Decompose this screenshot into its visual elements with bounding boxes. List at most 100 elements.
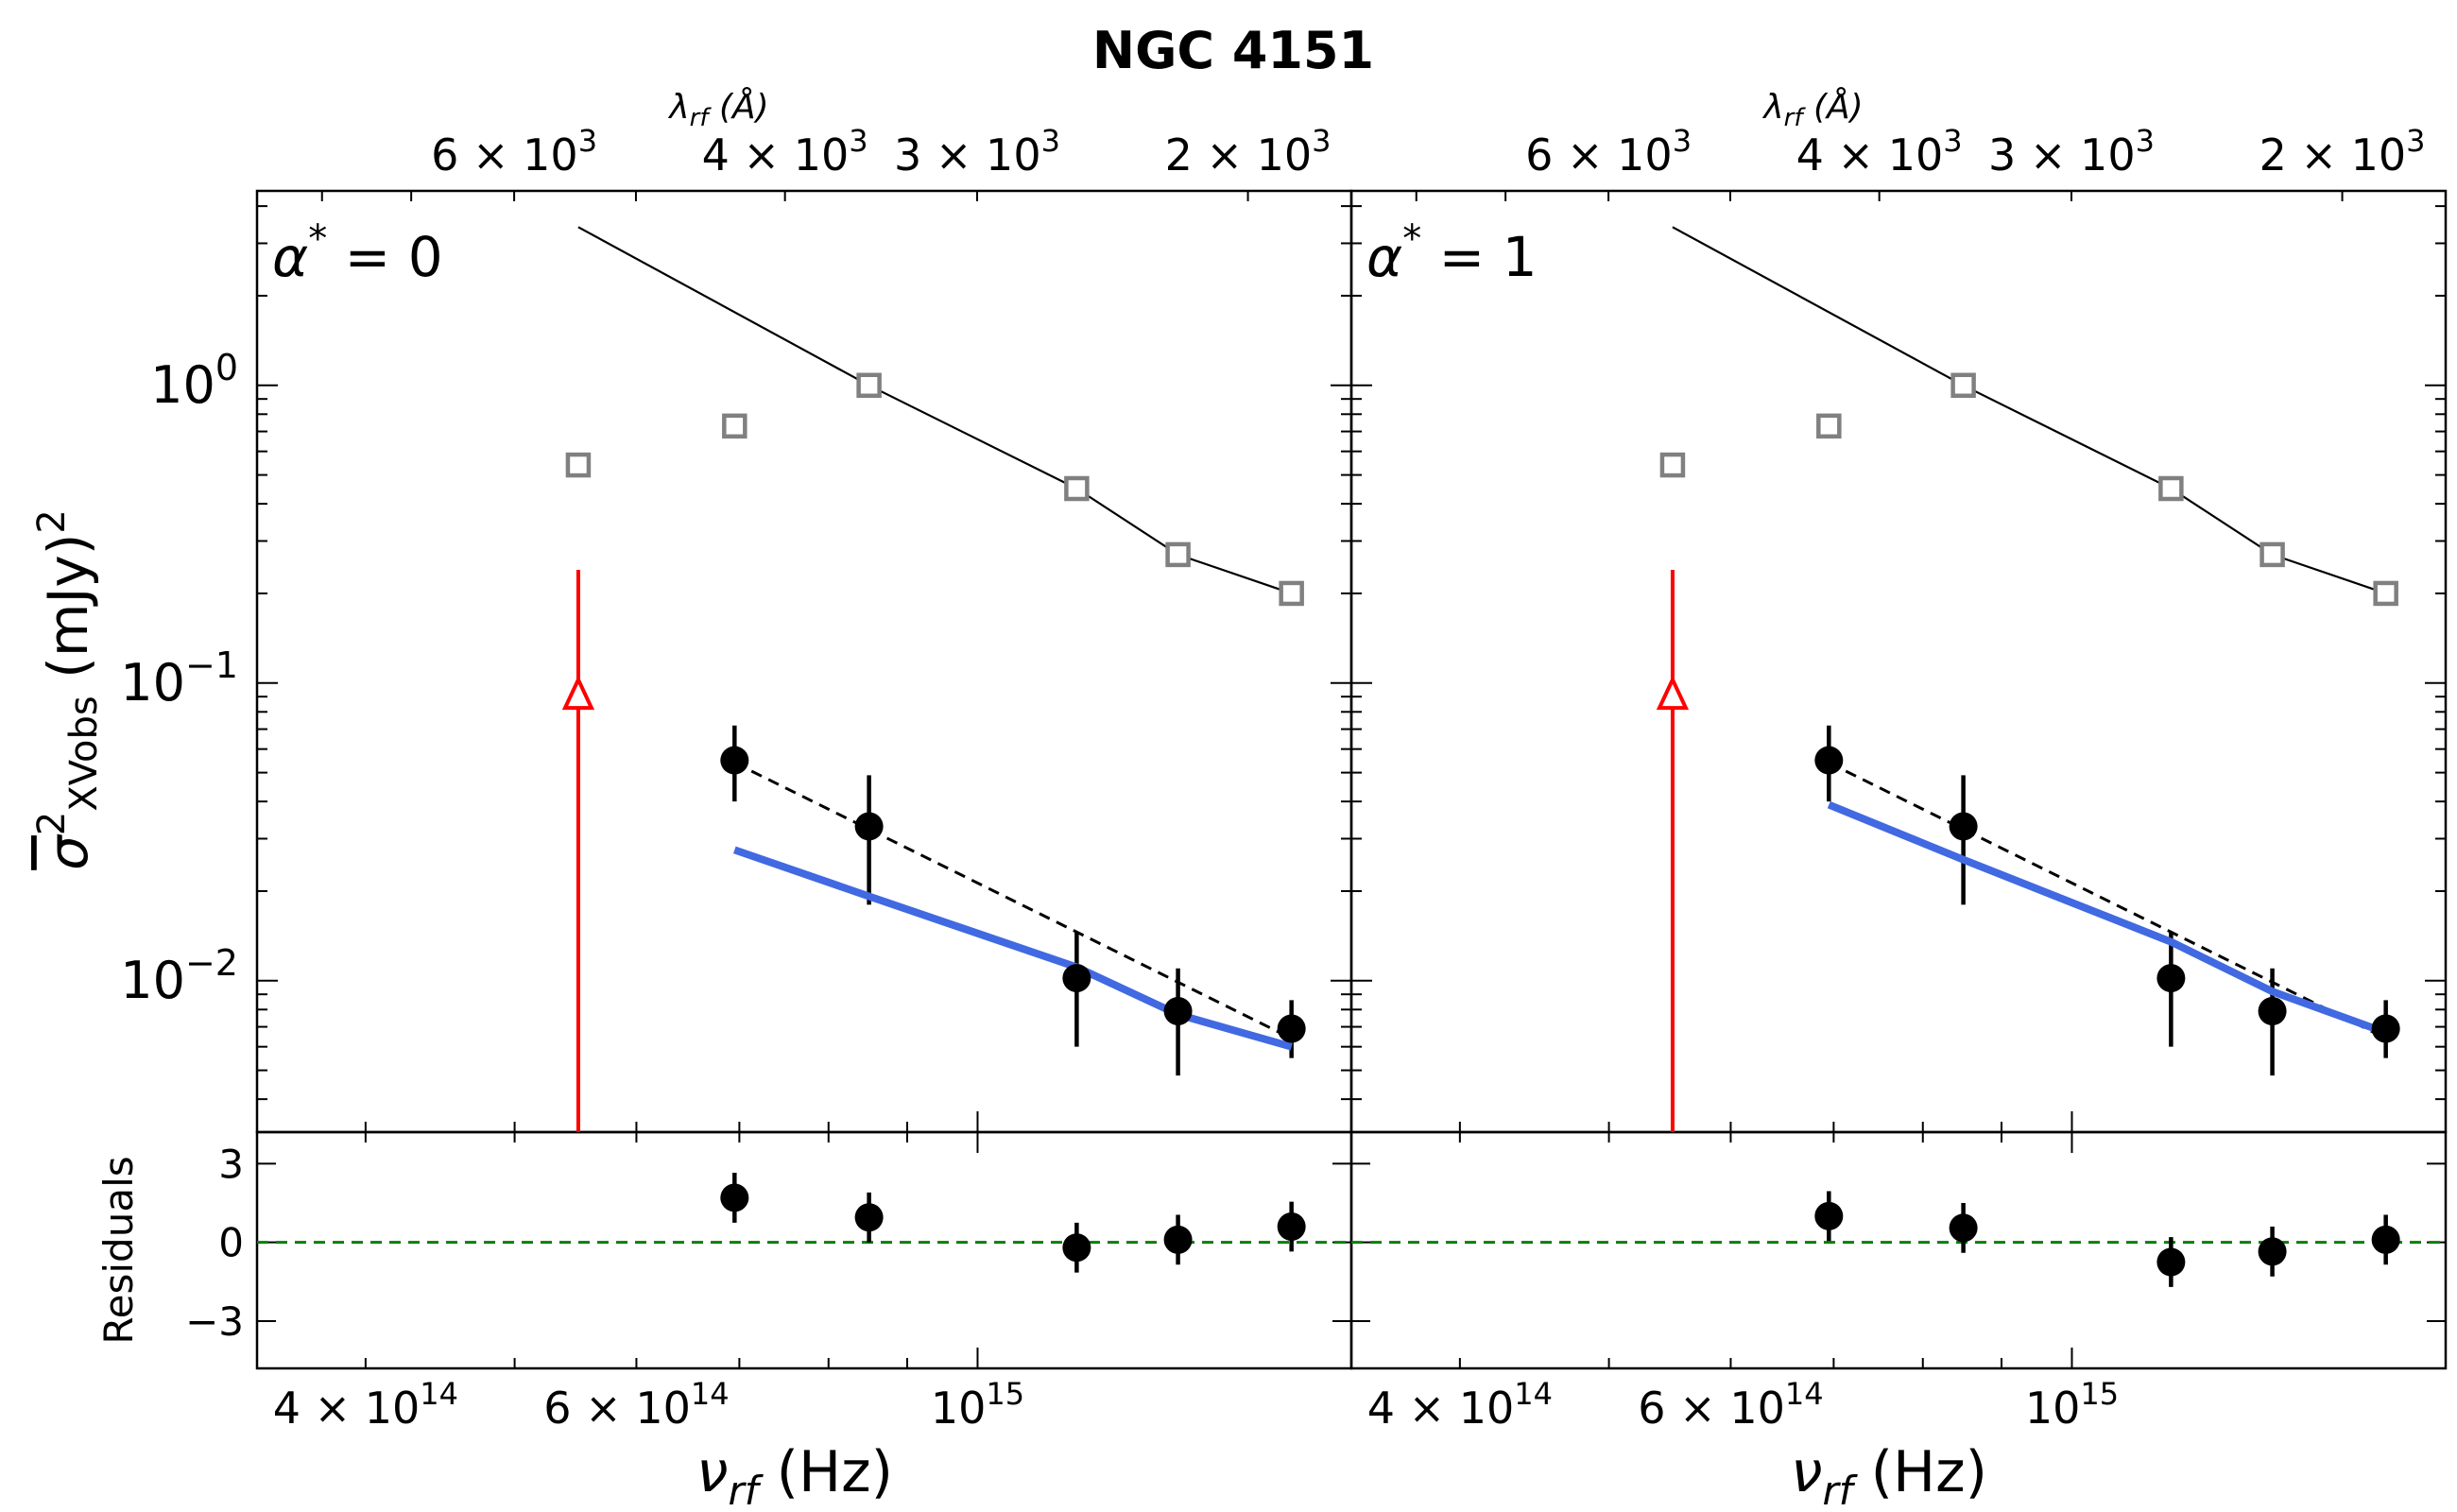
top-x-tick-label: 3 × 103	[894, 123, 1060, 180]
main-plot-frame	[255, 189, 1353, 1134]
total-variance-square	[856, 372, 882, 399]
text-span: 6 × 10	[431, 129, 578, 180]
residual-point	[1814, 1201, 1844, 1230]
model_variance-line	[732, 846, 1293, 1051]
total-variance-square	[2158, 475, 2184, 502]
text-span: 6 × 10	[1525, 129, 1673, 180]
top-axis-label: λrf (Å)	[667, 86, 768, 132]
text-span: 2 × 10	[1165, 129, 1313, 180]
x-axis-label: νrf (Hz)	[1791, 1439, 1987, 1512]
total-variance-square	[1064, 475, 1090, 502]
text-span: 10	[120, 653, 185, 713]
text-span: 10	[120, 951, 185, 1010]
total-variance-square	[565, 452, 592, 478]
text-span: 14	[691, 1376, 730, 1412]
observed-point	[1949, 812, 1978, 841]
text-span: = 0	[345, 225, 443, 289]
text-span	[1802, 88, 1813, 127]
text-span: (Å)	[1813, 86, 1864, 127]
text-span: 4 × 10	[1367, 1383, 1515, 1434]
residual-point	[2156, 1247, 2186, 1277]
total-variance-square	[1279, 580, 1304, 607]
observed-point	[1062, 964, 1091, 993]
figure-title: NGC 4151	[1092, 21, 1374, 80]
y-tick-label: 100	[150, 347, 238, 415]
text-span	[1421, 225, 1438, 289]
text-span: 2	[30, 509, 74, 533]
top-axis-label: λrf (Å)	[1761, 86, 1863, 132]
residual-y-label: Residuals	[95, 1156, 142, 1344]
text-span: 14	[420, 1376, 458, 1412]
text-span: = 1	[1439, 225, 1538, 289]
text-span: rf	[690, 104, 713, 132]
text-span: −2	[185, 942, 238, 984]
text-span: 10	[2025, 1383, 2081, 1434]
text-span: 15	[986, 1376, 1024, 1412]
text-span	[36, 679, 100, 696]
total-variance-square	[1950, 372, 1976, 399]
text-span: 10	[931, 1383, 987, 1434]
residual-point	[1949, 1213, 1978, 1243]
total-variance-square	[722, 413, 747, 439]
text-span: 3 × 10	[1988, 129, 2136, 180]
text-span: 6 × 10	[1638, 1383, 1785, 1434]
text-span: 2	[30, 812, 74, 835]
total-variance-square	[1659, 452, 1686, 478]
text-span: α	[272, 225, 308, 289]
residual-y-tick-label: 0	[218, 1220, 244, 1266]
top-x-tick-label: 4 × 103	[1796, 123, 1963, 180]
observed-point	[1163, 997, 1193, 1026]
text-span: *	[1402, 217, 1421, 261]
text-span: 4 × 10	[702, 129, 850, 180]
text-span: (Hz)	[1871, 1439, 1987, 1505]
text-span: σ	[36, 833, 100, 870]
top-x-tick-label: 6 × 103	[1525, 123, 1692, 180]
observed-point	[854, 812, 884, 841]
text-span: XVobs	[62, 696, 106, 811]
text-span: 3	[2406, 123, 2425, 159]
residual-point	[1277, 1212, 1306, 1241]
top-x-tick-label: 2 × 103	[1165, 123, 1332, 180]
text-span: 0	[215, 347, 238, 388]
total-variance-square	[2373, 580, 2398, 607]
text-span: 3	[849, 123, 868, 159]
y-axis-label: σ2XVobs (mJy)2	[30, 509, 106, 870]
text-span: (Å)	[719, 86, 769, 127]
observed-point	[1277, 1014, 1306, 1043]
observed-point	[2258, 997, 2287, 1026]
text-span: 6 × 10	[543, 1383, 691, 1434]
x-tick-label: 4 × 1014	[1367, 1376, 1553, 1434]
text-span	[708, 88, 718, 127]
text-span: rf	[728, 1468, 764, 1512]
text-span: λ	[667, 88, 689, 127]
top-x-tick-label: 6 × 103	[431, 123, 597, 180]
total-variance-square	[1816, 413, 1842, 439]
text-span: 14	[1785, 1376, 1824, 1412]
text-span: 3	[1943, 123, 1962, 159]
x-tick-label: 1015	[2025, 1376, 2119, 1434]
text-span: 3	[1673, 123, 1692, 159]
panel-annotation: α* = 0	[272, 217, 443, 289]
residual-y-tick-label: 3	[218, 1141, 244, 1187]
top-x-tick-label: 3 × 103	[1988, 123, 2155, 180]
fit_dashed-line	[733, 761, 1293, 1040]
text-span: *	[308, 217, 327, 261]
text-span: 10	[150, 355, 215, 415]
text-span: α	[1366, 225, 1402, 289]
x-tick-label: 6 × 1014	[543, 1376, 729, 1434]
observed-point	[720, 746, 749, 775]
text-span: 4 × 10	[273, 1383, 421, 1434]
model_total-line	[1672, 226, 2387, 594]
text-span	[327, 225, 344, 289]
text-span: 15	[2080, 1376, 2119, 1412]
text-span: ν	[696, 1439, 729, 1505]
x-tick-label: 6 × 1014	[1638, 1376, 1823, 1434]
model_variance-line	[1827, 800, 2388, 1037]
text-span: 4 × 10	[1796, 129, 1944, 180]
model_total-line	[577, 226, 1293, 594]
observed-point	[2371, 1014, 2400, 1043]
top-x-tick-label: 2 × 103	[2259, 123, 2426, 180]
